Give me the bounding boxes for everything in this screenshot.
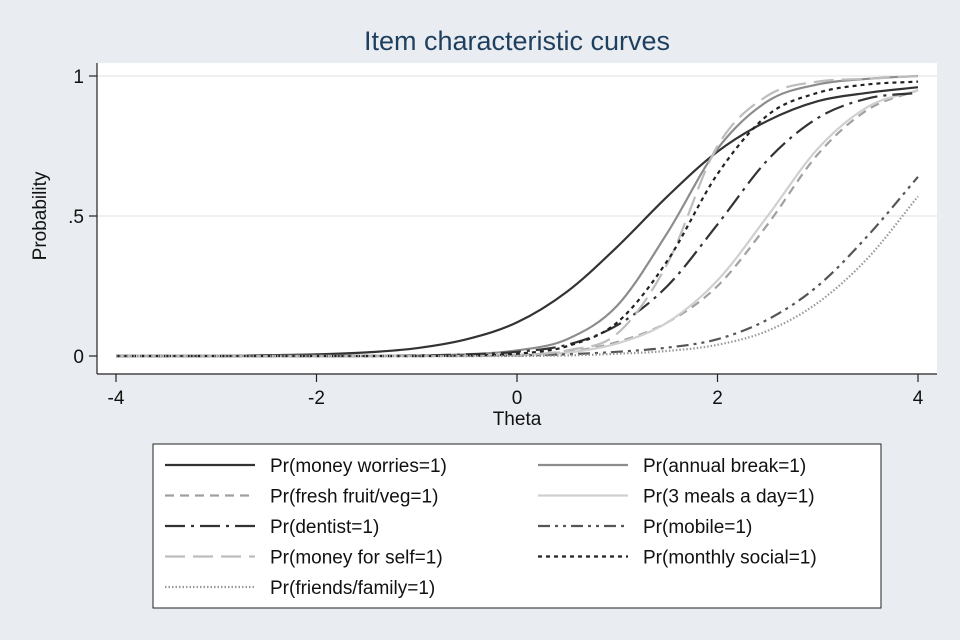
x-tick-label: 4 [913, 388, 924, 409]
legend-label-4: Pr(3 meals a day=1) [643, 487, 815, 508]
y-axis-label: Probability [30, 171, 51, 260]
legend-label-9: Pr(friends/family=1) [270, 578, 435, 599]
legend-label-1: Pr(money worries=1) [270, 456, 447, 477]
series-line-9 [116, 195, 919, 358]
series-line-7 [116, 74, 919, 358]
chart-title: Item characteristic curves [364, 26, 670, 56]
x-tick-label: -4 [108, 388, 125, 409]
legend-box [152, 443, 882, 609]
gridlines [97, 75, 937, 217]
x-tick-label: -2 [308, 388, 325, 409]
x-tick-label: 0 [512, 388, 523, 409]
x-tick-label: 2 [712, 388, 723, 409]
legend-label-2: Pr(annual break=1) [643, 456, 806, 477]
axes: 0 .5 1 -4 -2 0 2 4 [68, 63, 937, 409]
y-tick-label: 1 [73, 67, 84, 88]
plot-area [97, 63, 937, 374]
y-tick-label: 0 [73, 347, 84, 368]
legend-label-5: Pr(dentist=1) [270, 517, 379, 538]
legend-label-8: Pr(monthly social=1) [643, 548, 817, 569]
y-tick-label: .5 [68, 207, 84, 228]
series-lines [116, 74, 919, 358]
x-axis-label: Theta [493, 409, 542, 430]
series-line-5 [116, 91, 919, 358]
legend-label-6: Pr(mobile=1) [643, 517, 752, 538]
legend-label-3: Pr(fresh fruit/veg=1) [270, 487, 438, 508]
legend: Pr(money worries=1) Pr(annual break=1) Pr(… [165, 456, 817, 599]
series-line-8 [116, 80, 919, 358]
legend-label-7: Pr(money for self=1) [270, 548, 443, 569]
